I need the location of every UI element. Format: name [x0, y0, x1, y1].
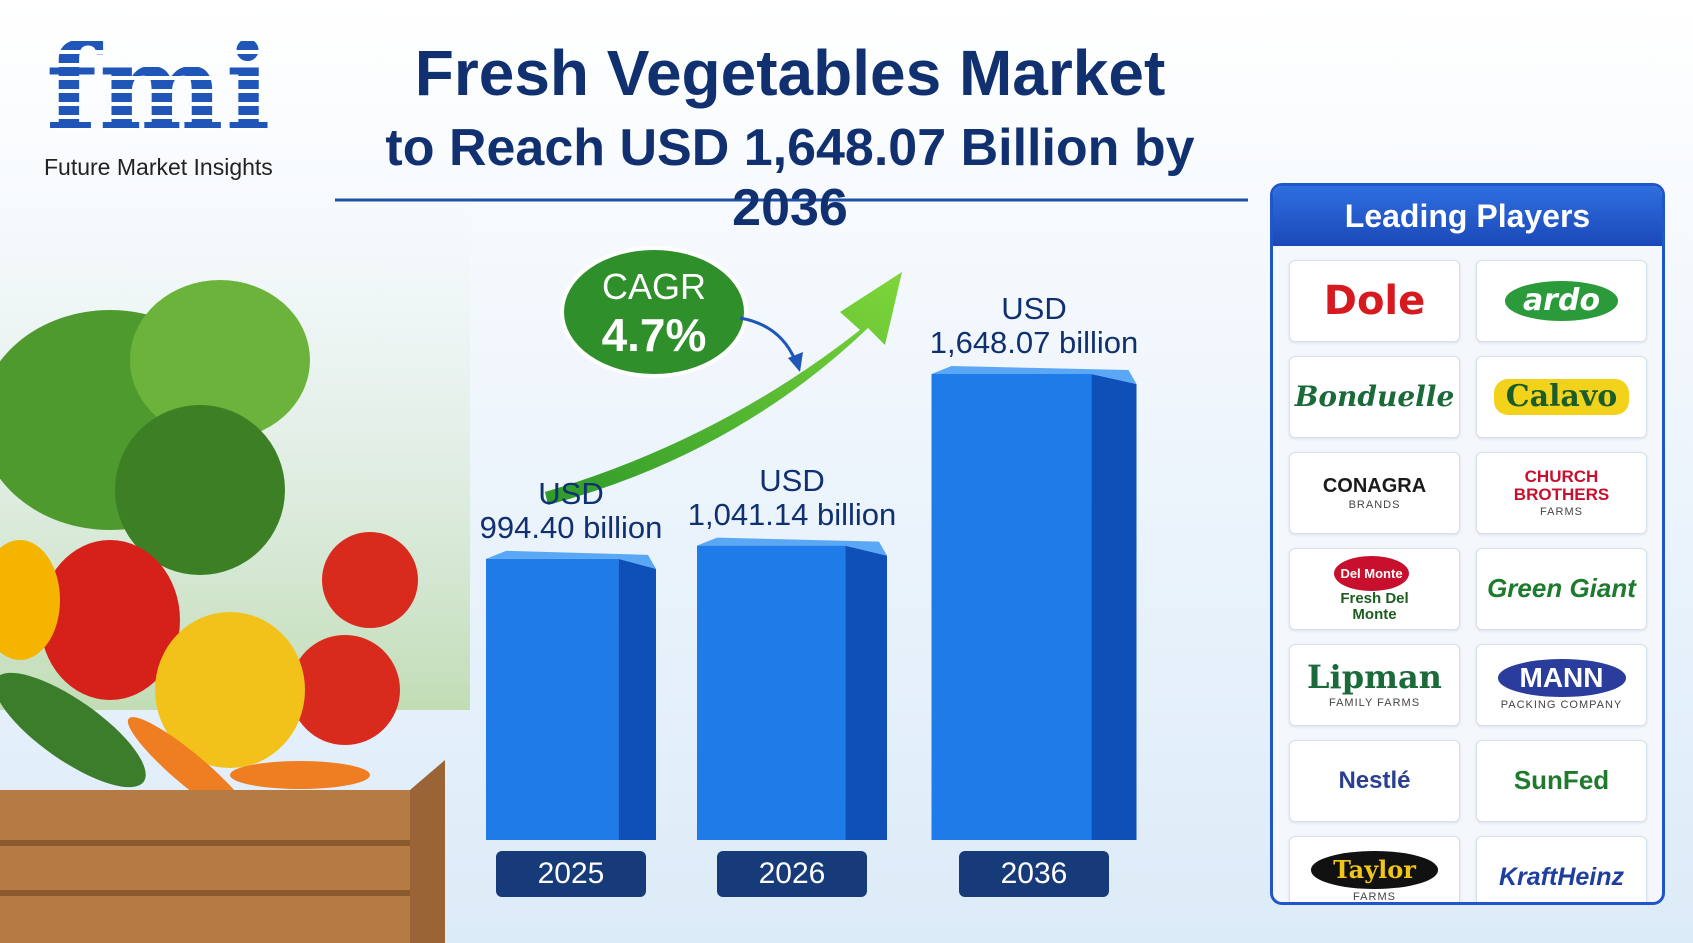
player-name: Nestlé	[1338, 767, 1411, 795]
player-subname: FARMS	[1540, 505, 1583, 518]
player-name: Green Giant	[1487, 573, 1636, 604]
player-name: KraftHeinz	[1498, 862, 1624, 891]
red-pepper	[40, 540, 180, 700]
player-name: Taylor	[1311, 851, 1438, 889]
value-label: USD 1,648.07 billion	[929, 291, 1139, 360]
player-logo: CONAGRA	[1322, 474, 1427, 497]
player-logo: Lipman	[1307, 661, 1442, 695]
cagr-badge	[560, 246, 748, 378]
player-logo: KraftHeinz	[1498, 862, 1624, 891]
player-name: CONAGRA	[1322, 474, 1427, 497]
title: Fresh Vegetables Market	[414, 37, 1166, 109]
player-card: Calavo	[1476, 356, 1647, 438]
bar-top	[697, 537, 887, 556]
growth-arrow	[545, 272, 902, 505]
carrot	[230, 761, 370, 789]
x-tick-label: 2026	[717, 851, 867, 897]
bar-side	[1091, 374, 1137, 840]
player-card: Bonduelle	[1289, 356, 1460, 438]
cagr-pointer	[739, 316, 797, 361]
x-tick-label: 2036	[959, 851, 1109, 897]
player-card: CHURCH BROTHERS FARMS	[1476, 452, 1647, 534]
player-card: Del MonteFresh Del Monte	[1289, 548, 1460, 630]
player-name: Bonduelle	[1294, 380, 1455, 414]
player-card: SunFed	[1476, 740, 1647, 822]
tomato	[290, 635, 400, 745]
player-card: Green Giant	[1476, 548, 1647, 630]
player-card: Taylor FARMS	[1289, 836, 1460, 903]
logo-caption: Future Market Insights	[44, 154, 273, 180]
player-card: Nestlé	[1289, 740, 1460, 822]
x-tick-label: 2025	[496, 851, 646, 897]
cagr-pointer-head	[788, 352, 803, 372]
subtitle: to Reach USD 1,648.07 Billion by 2036	[385, 119, 1195, 237]
logo: fmi	[46, 18, 273, 157]
player-name: MANN	[1497, 659, 1626, 697]
value-label: USD 994.40 billion	[479, 475, 663, 545]
player-logo: CHURCH BROTHERS	[1482, 468, 1642, 504]
bar-top	[486, 550, 656, 569]
cucumber	[0, 672, 146, 788]
player-subname: FAMILY FARMS	[1328, 696, 1421, 709]
player-name: ardo	[1504, 281, 1619, 321]
player-logo: Del MonteFresh Del Monte	[1290, 555, 1459, 623]
bar	[931, 374, 1092, 840]
player-logo: Bonduelle	[1294, 380, 1455, 414]
bar-side	[845, 545, 887, 840]
bar-chart	[486, 366, 1137, 840]
player-card: Dole	[1289, 260, 1460, 342]
cagr-value: 4.7%	[601, 309, 707, 361]
player-subname: FARMS	[1353, 890, 1396, 903]
crate-plank	[0, 890, 410, 896]
player-card: MANN PACKING COMPANY	[1476, 644, 1647, 726]
player-card: KraftHeinz	[1476, 836, 1647, 902]
player-name: Dole	[1323, 278, 1426, 324]
player-card: ardo	[1476, 260, 1647, 342]
player-logo: MANN	[1497, 659, 1626, 697]
player-logo: Green Giant	[1487, 573, 1636, 604]
cagr-label: CAGR	[601, 266, 706, 307]
tomato	[322, 532, 418, 628]
player-logo: Taylor	[1311, 851, 1438, 889]
bar	[486, 558, 619, 840]
cagr: CAGR 4.7%	[563, 250, 745, 374]
player-logo: SunFed	[1513, 765, 1610, 796]
player-card: CONAGRA BRANDS	[1289, 452, 1460, 534]
player-name: CHURCH BROTHERS	[1513, 467, 1610, 504]
player-subname: BRANDS	[1348, 498, 1401, 511]
leafy-greens	[130, 280, 310, 440]
players-title: Leading Players	[1273, 186, 1662, 246]
players-panel: Leading Players Dole ardo Bonduelle Calavo C…	[1270, 183, 1665, 905]
player-logo: ardo	[1504, 281, 1619, 321]
crate	[0, 790, 410, 943]
player-name: Calavo	[1493, 379, 1630, 415]
player-name: SunFed	[1513, 765, 1610, 796]
player-logo: Nestlé	[1338, 768, 1410, 793]
yellow-pepper	[155, 612, 305, 768]
player-subname: PACKING COMPANY	[1500, 698, 1623, 711]
player-badge: Del Monte	[1334, 555, 1409, 591]
bar-side	[618, 558, 656, 840]
bar	[697, 545, 846, 840]
bar-top	[931, 366, 1137, 384]
player-logo: Calavo	[1493, 379, 1630, 415]
crate-side	[410, 760, 445, 943]
value-label: USD 1,041.14 billion	[687, 462, 897, 532]
player-name: Fresh Del Monte	[1340, 589, 1409, 623]
player-name: Lipman	[1307, 658, 1442, 697]
player-logo: Dole	[1324, 280, 1426, 322]
yellow-pepper	[0, 540, 60, 660]
player-card: Lipman FAMILY FARMS	[1289, 644, 1460, 726]
crate-plank	[0, 840, 410, 846]
broccoli	[115, 405, 285, 575]
players-grid: Dole ardo Bonduelle Calavo CONAGRA BRANDS CHUR…	[1273, 246, 1662, 903]
